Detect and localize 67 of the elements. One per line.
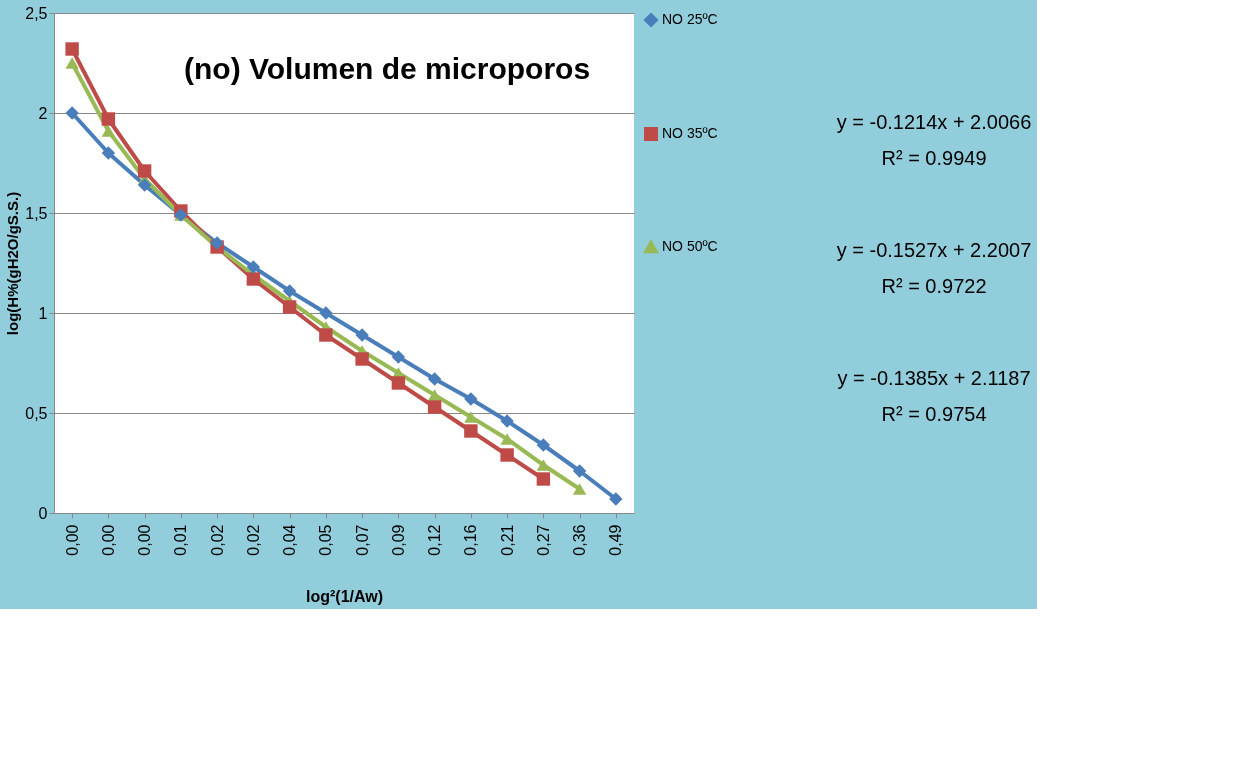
text: y = -0.1214x + 2.0066: [836, 111, 1032, 133]
x-tick-label: 0,00: [63, 524, 81, 556]
point: [500, 414, 514, 428]
point: [609, 492, 623, 506]
x-tick-label: 0,00: [99, 524, 117, 556]
point: [101, 112, 116, 126]
x-tick-label: 0,09: [389, 524, 407, 556]
legend-label: NO 35ºC: [662, 125, 718, 141]
point: [464, 411, 478, 423]
point: [101, 125, 116, 137]
point: [246, 260, 261, 274]
text: R² = 0.9722: [881, 275, 987, 297]
point: [319, 306, 333, 320]
x-axis-title: log²(1/Aw): [305, 587, 384, 605]
x-tick-label: 0,00: [136, 524, 154, 556]
y-tick-label: 0: [38, 504, 48, 522]
point: [572, 483, 587, 495]
point: [355, 328, 369, 342]
point: [137, 164, 152, 178]
text: y = -0.1385x + 2.1187: [837, 367, 1031, 389]
x-tick-label: 0,02: [244, 524, 262, 556]
point: [137, 178, 152, 192]
x-tick-label: 0,16: [462, 524, 480, 556]
point: [391, 350, 406, 364]
text: (no) Volumen de microporos: [184, 52, 591, 85]
point: [391, 376, 406, 390]
x-tick-label: 0,27: [534, 524, 552, 556]
legend-label: NO 50ºC: [662, 238, 718, 254]
point: [500, 448, 514, 462]
x-tick-label: 0,49: [607, 524, 625, 556]
point: [536, 438, 551, 452]
x-tick-label: 0,21: [498, 524, 516, 556]
x-tick-label: 0,07: [353, 524, 371, 556]
point: [572, 464, 587, 478]
point: [500, 433, 514, 445]
x-tick-label: 0,04: [281, 524, 299, 556]
point: [246, 272, 261, 286]
text: R² = 0.9754: [881, 403, 987, 425]
point: [210, 236, 224, 250]
y-tick-label: 1: [38, 304, 48, 322]
point: [427, 372, 442, 386]
point: [464, 424, 478, 438]
legend-label: NO 25ºC: [662, 11, 718, 27]
x-tick-label: 0,01: [172, 524, 190, 556]
y-tick-label: 2: [38, 104, 48, 122]
point: [536, 459, 551, 471]
point: [282, 300, 297, 314]
point: [536, 472, 551, 486]
point: [282, 284, 297, 298]
point: [65, 106, 79, 120]
y-tick-label: 2,5: [25, 4, 48, 22]
x-tick-label: 0,12: [426, 524, 444, 556]
point: [355, 352, 369, 366]
x-tick-label: 0,05: [317, 524, 335, 556]
y-tick-label: 1,5: [25, 204, 48, 222]
point: [319, 328, 333, 342]
y-axis-title: log(H%(gH2O/gS.S.): [4, 191, 22, 336]
point: [101, 146, 116, 160]
point: [427, 400, 442, 414]
text: y = -0.1527x + 2.2007: [836, 239, 1032, 261]
point: [65, 42, 79, 56]
x-tick-label: 0,36: [571, 524, 589, 556]
y-tick-label: 0,5: [25, 404, 48, 422]
point: [65, 57, 79, 69]
x-tick-label: 0,02: [208, 524, 226, 556]
point: [464, 392, 478, 406]
text: R² = 0.9949: [881, 147, 987, 169]
